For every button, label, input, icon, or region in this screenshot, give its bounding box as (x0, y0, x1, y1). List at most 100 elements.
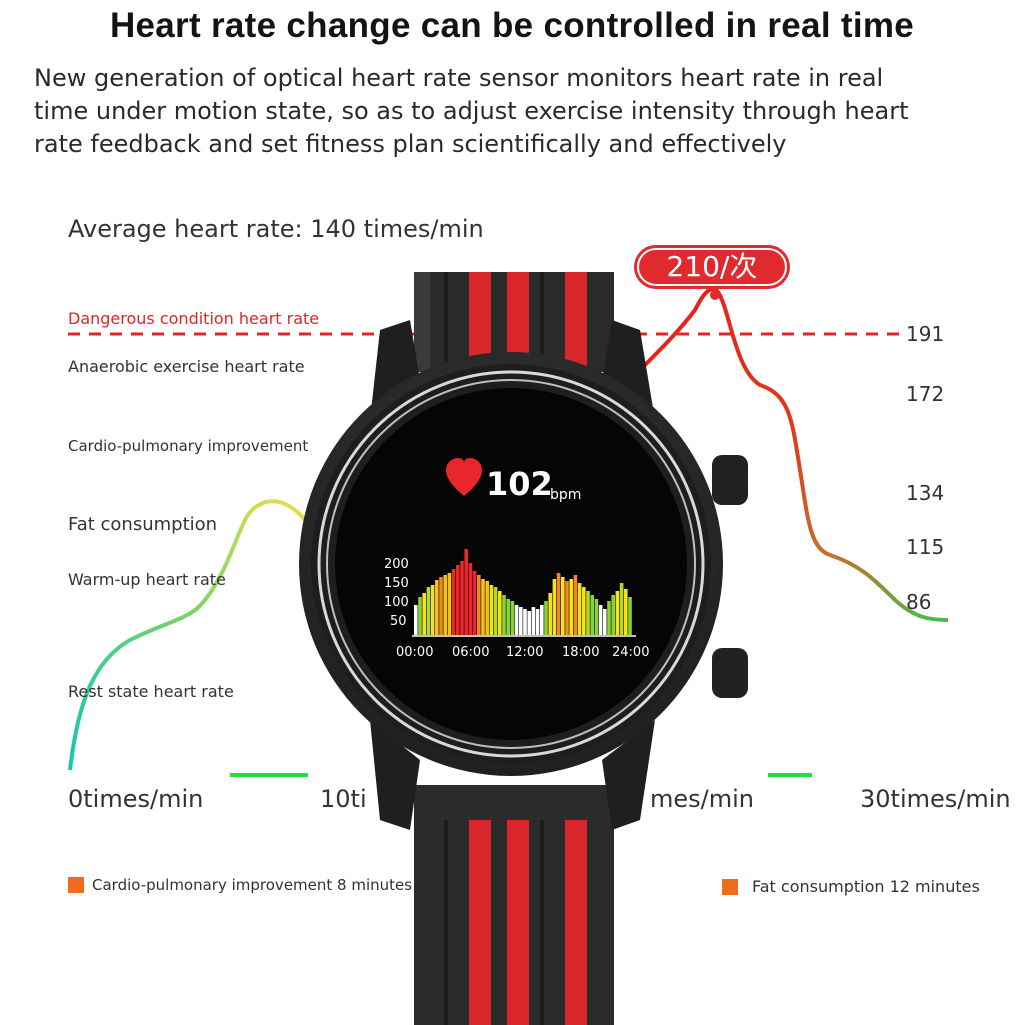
watch-bar (443, 575, 447, 635)
zone-anaerobic: Anaerobic exercise heart rate (68, 357, 305, 376)
watch-bar (460, 561, 464, 635)
watch-bar (561, 577, 565, 635)
watch-bar (485, 581, 489, 635)
watch-bar (552, 579, 557, 635)
zone-fat: Fat consumption (68, 514, 218, 535)
legend-cardio: Cardio-pulmonary improvement 8 minutes (68, 876, 412, 894)
heart-rate-curve-right (638, 287, 949, 622)
watch-x-tick-2400: 24:00 (612, 645, 649, 660)
watch-bar (489, 585, 494, 635)
peak-bubble (634, 245, 790, 300)
value-115: 115 (906, 535, 945, 559)
peak-label: 210/次 (666, 250, 758, 283)
watch-bar (531, 607, 536, 635)
watch-bar (544, 601, 548, 635)
value-86: 86 (906, 590, 932, 614)
watch-bar (477, 575, 481, 635)
watch-bar (582, 587, 586, 635)
watch-bar (548, 593, 552, 635)
watch-bar (577, 583, 582, 635)
watch-bar (464, 549, 468, 635)
watch-bar (624, 589, 628, 635)
heart-icon (446, 458, 482, 496)
watch-bar (569, 579, 573, 635)
watch-bar (523, 609, 527, 635)
bpm-value: 102 (486, 465, 553, 503)
watch-bar (556, 573, 561, 635)
watch-bar (468, 563, 473, 635)
watch-bar (598, 605, 603, 635)
watch-bar-chart (414, 549, 632, 635)
legend-swatch (68, 877, 84, 893)
watch-bar (506, 599, 510, 635)
watch-bar (472, 571, 477, 635)
watch-bar (607, 601, 611, 635)
watch-bar (414, 605, 418, 635)
watch-bar (573, 575, 578, 635)
watch-bar (535, 609, 540, 635)
watch-bar (590, 595, 594, 635)
watch-bar (510, 601, 515, 635)
watch-bar (611, 595, 615, 635)
watch-x-tick-0600: 06:00 (452, 645, 489, 660)
watch-bar (439, 577, 443, 635)
watch-button-top[interactable] (712, 455, 748, 505)
time-axis-0: 0times/min (68, 785, 204, 813)
watch-bar (418, 597, 422, 635)
watch-button-bottom[interactable] (712, 648, 748, 698)
watch-bar (451, 569, 456, 635)
watch-bar (481, 579, 485, 635)
watch-y-tick-100: 100 (384, 595, 409, 610)
watch-bar (603, 609, 607, 635)
watch-y-tick-200: 200 (384, 557, 409, 572)
watch-bar (502, 595, 506, 635)
legend-fat-label: Fat consumption 12 minutes (752, 877, 980, 896)
watch-bar (430, 585, 435, 635)
legend-fat: Fat consumption 12 minutes (722, 877, 980, 896)
watch-x-tick-0000: 00:00 (396, 645, 433, 660)
description: New generation of optical heart rate sen… (34, 62, 908, 161)
watch-bar (493, 587, 498, 635)
zone-danger: Dangerous condition heart rate (68, 309, 320, 328)
watch-bar (565, 581, 569, 635)
description-line-3: rate feedback and set fitness plan scien… (34, 130, 787, 158)
heart-rate-curve-left (68, 499, 307, 771)
average-heart-rate: Average heart rate: 140 times/min (68, 215, 484, 243)
value-134: 134 (906, 481, 945, 505)
watch-bar (540, 605, 544, 635)
watch-bar (586, 591, 590, 635)
value-191: 191 (906, 322, 945, 346)
description-line-1: New generation of optical heart rate sen… (34, 64, 884, 92)
time-axis-20: mes/min (650, 785, 754, 813)
watch-bar (426, 587, 431, 635)
watch-strap-bottom (414, 785, 614, 1025)
watch-bar (594, 599, 599, 635)
watch-bar (628, 597, 632, 635)
watch-bar (447, 573, 452, 635)
watch-face (335, 388, 687, 740)
watch-bar (422, 593, 426, 635)
bpm-unit: bpm (550, 487, 581, 503)
description-line-2: time under motion state, so as to adjust… (34, 97, 909, 125)
watch-y-tick-50: 50 (390, 614, 407, 629)
watch-x-tick-1800: 18:00 (562, 645, 599, 660)
watch-bar (615, 591, 620, 635)
page-title: Heart rate change can be controlled in r… (109, 6, 915, 45)
zone-cardio: Cardio-pulmonary improvement (68, 437, 309, 455)
value-172: 172 (906, 382, 945, 406)
time-axis-30: 30times/min (860, 785, 1011, 813)
watch-bar (519, 607, 523, 635)
legend-swatch (722, 878, 738, 895)
watch-x-tick-1200: 12:00 (506, 645, 543, 660)
legend-cardio-label: Cardio-pulmonary improvement 8 minutes (92, 876, 413, 894)
zone-rest: Rest state heart rate (68, 682, 234, 701)
watch-bar (527, 611, 531, 635)
time-axis-10: 10ti (320, 785, 367, 813)
zone-warmup: Warm-up heart rate (68, 570, 226, 589)
watch-bar (514, 605, 519, 635)
watch-bar (456, 565, 460, 635)
watch-bar (498, 591, 502, 635)
watch-y-tick-150: 150 (384, 576, 409, 591)
watch-bar (619, 583, 624, 635)
